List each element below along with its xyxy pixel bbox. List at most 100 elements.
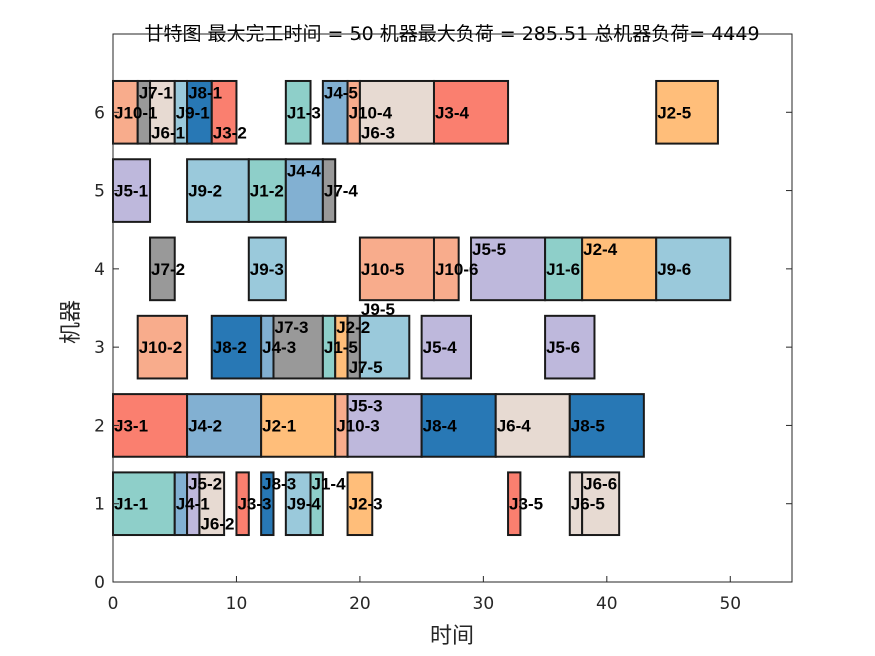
task-bar-J9-6 [655,236,732,302]
task-label: J3-2 [213,123,247,142]
task-bar-J2-4 [581,236,658,302]
task-bar-J5-4 [420,314,473,380]
task-label: J5-2 [188,475,222,494]
axes-box [112,33,793,583]
x-tick-label: 0 [108,594,119,614]
task-bar-J9-4 [284,471,312,537]
y-tick-label: 0 [94,573,105,593]
task-bar-J3-5 [507,471,522,537]
task-label: J6-5 [571,495,605,514]
x-tick-label: 20 [349,594,371,614]
task-label: J8-1 [188,83,222,102]
task-bar-J6-3 [358,79,435,145]
task-label: J6-6 [583,475,617,494]
x-axis-label: 时间 [430,624,474,649]
task-label: J3-3 [237,495,271,514]
task-label: J9-1 [176,103,210,122]
task-label: J8-5 [571,416,605,435]
x-tick-label: 40 [596,594,618,614]
task-label: J1-1 [114,495,148,514]
task-label: J5-3 [349,396,383,415]
x-tick-label: 30 [473,594,495,614]
y-tick-label: 6 [94,103,105,123]
task-label: J4-3 [262,338,296,357]
task-label: J4-1 [176,495,210,514]
task-label: J6-4 [497,416,532,435]
task-bar-J5-5 [470,236,547,302]
task-label: J3-4 [435,103,470,122]
task-label: J10-4 [349,103,393,122]
task-label: J8-4 [423,416,458,435]
task-label: J5-5 [472,240,506,259]
task-label: J10-1 [114,103,157,122]
task-bar-J8-3 [260,471,275,537]
task-bar-J1-2 [247,158,287,223]
y-tick-label: 3 [94,338,105,358]
task-label: J8-3 [262,475,296,494]
task-bar-J9-5 [358,314,411,380]
task-bar-J10-6 [432,236,460,302]
task-label: J3-1 [114,416,148,435]
task-label: J1-4 [312,475,347,494]
task-bar-J2-5 [655,79,719,145]
y-tick-label: 1 [94,495,105,515]
task-bar-J3-3 [235,471,250,537]
task-bar-J3-4 [432,79,510,145]
task-bar-J5-6 [544,314,596,380]
task-bar-J3-2 [210,79,238,145]
task-label: J10-2 [139,338,182,357]
x-tick-label: 10 [226,594,248,614]
task-bar-J4-5 [321,79,349,145]
task-bar-J5-3 [346,393,423,458]
task-bar-J10-5 [358,236,435,302]
task-label: J10-6 [435,260,478,279]
task-bar-J7-3 [272,314,324,380]
task-label: J6-3 [361,123,395,142]
task-label: J9-6 [657,260,691,279]
task-label: J4-4 [287,162,322,181]
task-bar-J6-1 [149,79,176,145]
task-bar-J6-6 [581,471,621,537]
task-bar-J10-2 [136,314,189,380]
task-label: J10-5 [361,260,404,279]
task-bar-J9-3 [247,236,287,302]
x-tick-label: 50 [719,594,741,614]
y-tick-label: 5 [94,182,105,202]
task-label: J5-1 [114,182,148,201]
task-label: J1-5 [324,338,358,357]
task-label: J8-2 [213,338,247,357]
task-bar-J8-2 [210,314,263,380]
bars-layer [112,79,732,537]
task-label: J5-6 [546,338,580,357]
task-label: J6-1 [151,123,185,142]
task-label: J2-3 [349,495,383,514]
task-bar-J2-1 [260,393,337,458]
task-bar-J3-1 [112,393,189,458]
ticks-layer: 0 10 20 30 40 50 0 1 2 3 4 5 6 [94,34,792,614]
task-label: J7-1 [139,83,173,102]
task-bar-J7-4 [321,158,337,223]
task-label: J5-4 [423,338,458,357]
task-bar-J1-4 [309,471,324,537]
task-label: J2-2 [336,318,370,337]
task-label: J4-5 [324,83,358,102]
task-label: J2-1 [262,416,296,435]
task-label: J9-5 [361,300,395,319]
task-bar-J1-3 [284,79,312,145]
task-label: J1-6 [546,260,580,279]
task-label: J9-3 [250,260,284,279]
task-label: J4-2 [188,416,222,435]
task-label: J1-3 [287,103,321,122]
task-bar-J2-3 [346,471,374,537]
task-label: J7-3 [274,318,308,337]
task-bar-J5-1 [112,158,152,223]
task-label: J3-5 [509,495,543,514]
task-bar-J8-1 [186,79,213,145]
task-label: J2-4 [583,240,618,259]
task-bar-J8-5 [568,393,645,458]
task-label: J9-2 [188,182,222,201]
task-bar-J6-2 [198,471,226,537]
task-label: J6-2 [200,515,234,534]
task-label: J2-5 [657,103,691,122]
